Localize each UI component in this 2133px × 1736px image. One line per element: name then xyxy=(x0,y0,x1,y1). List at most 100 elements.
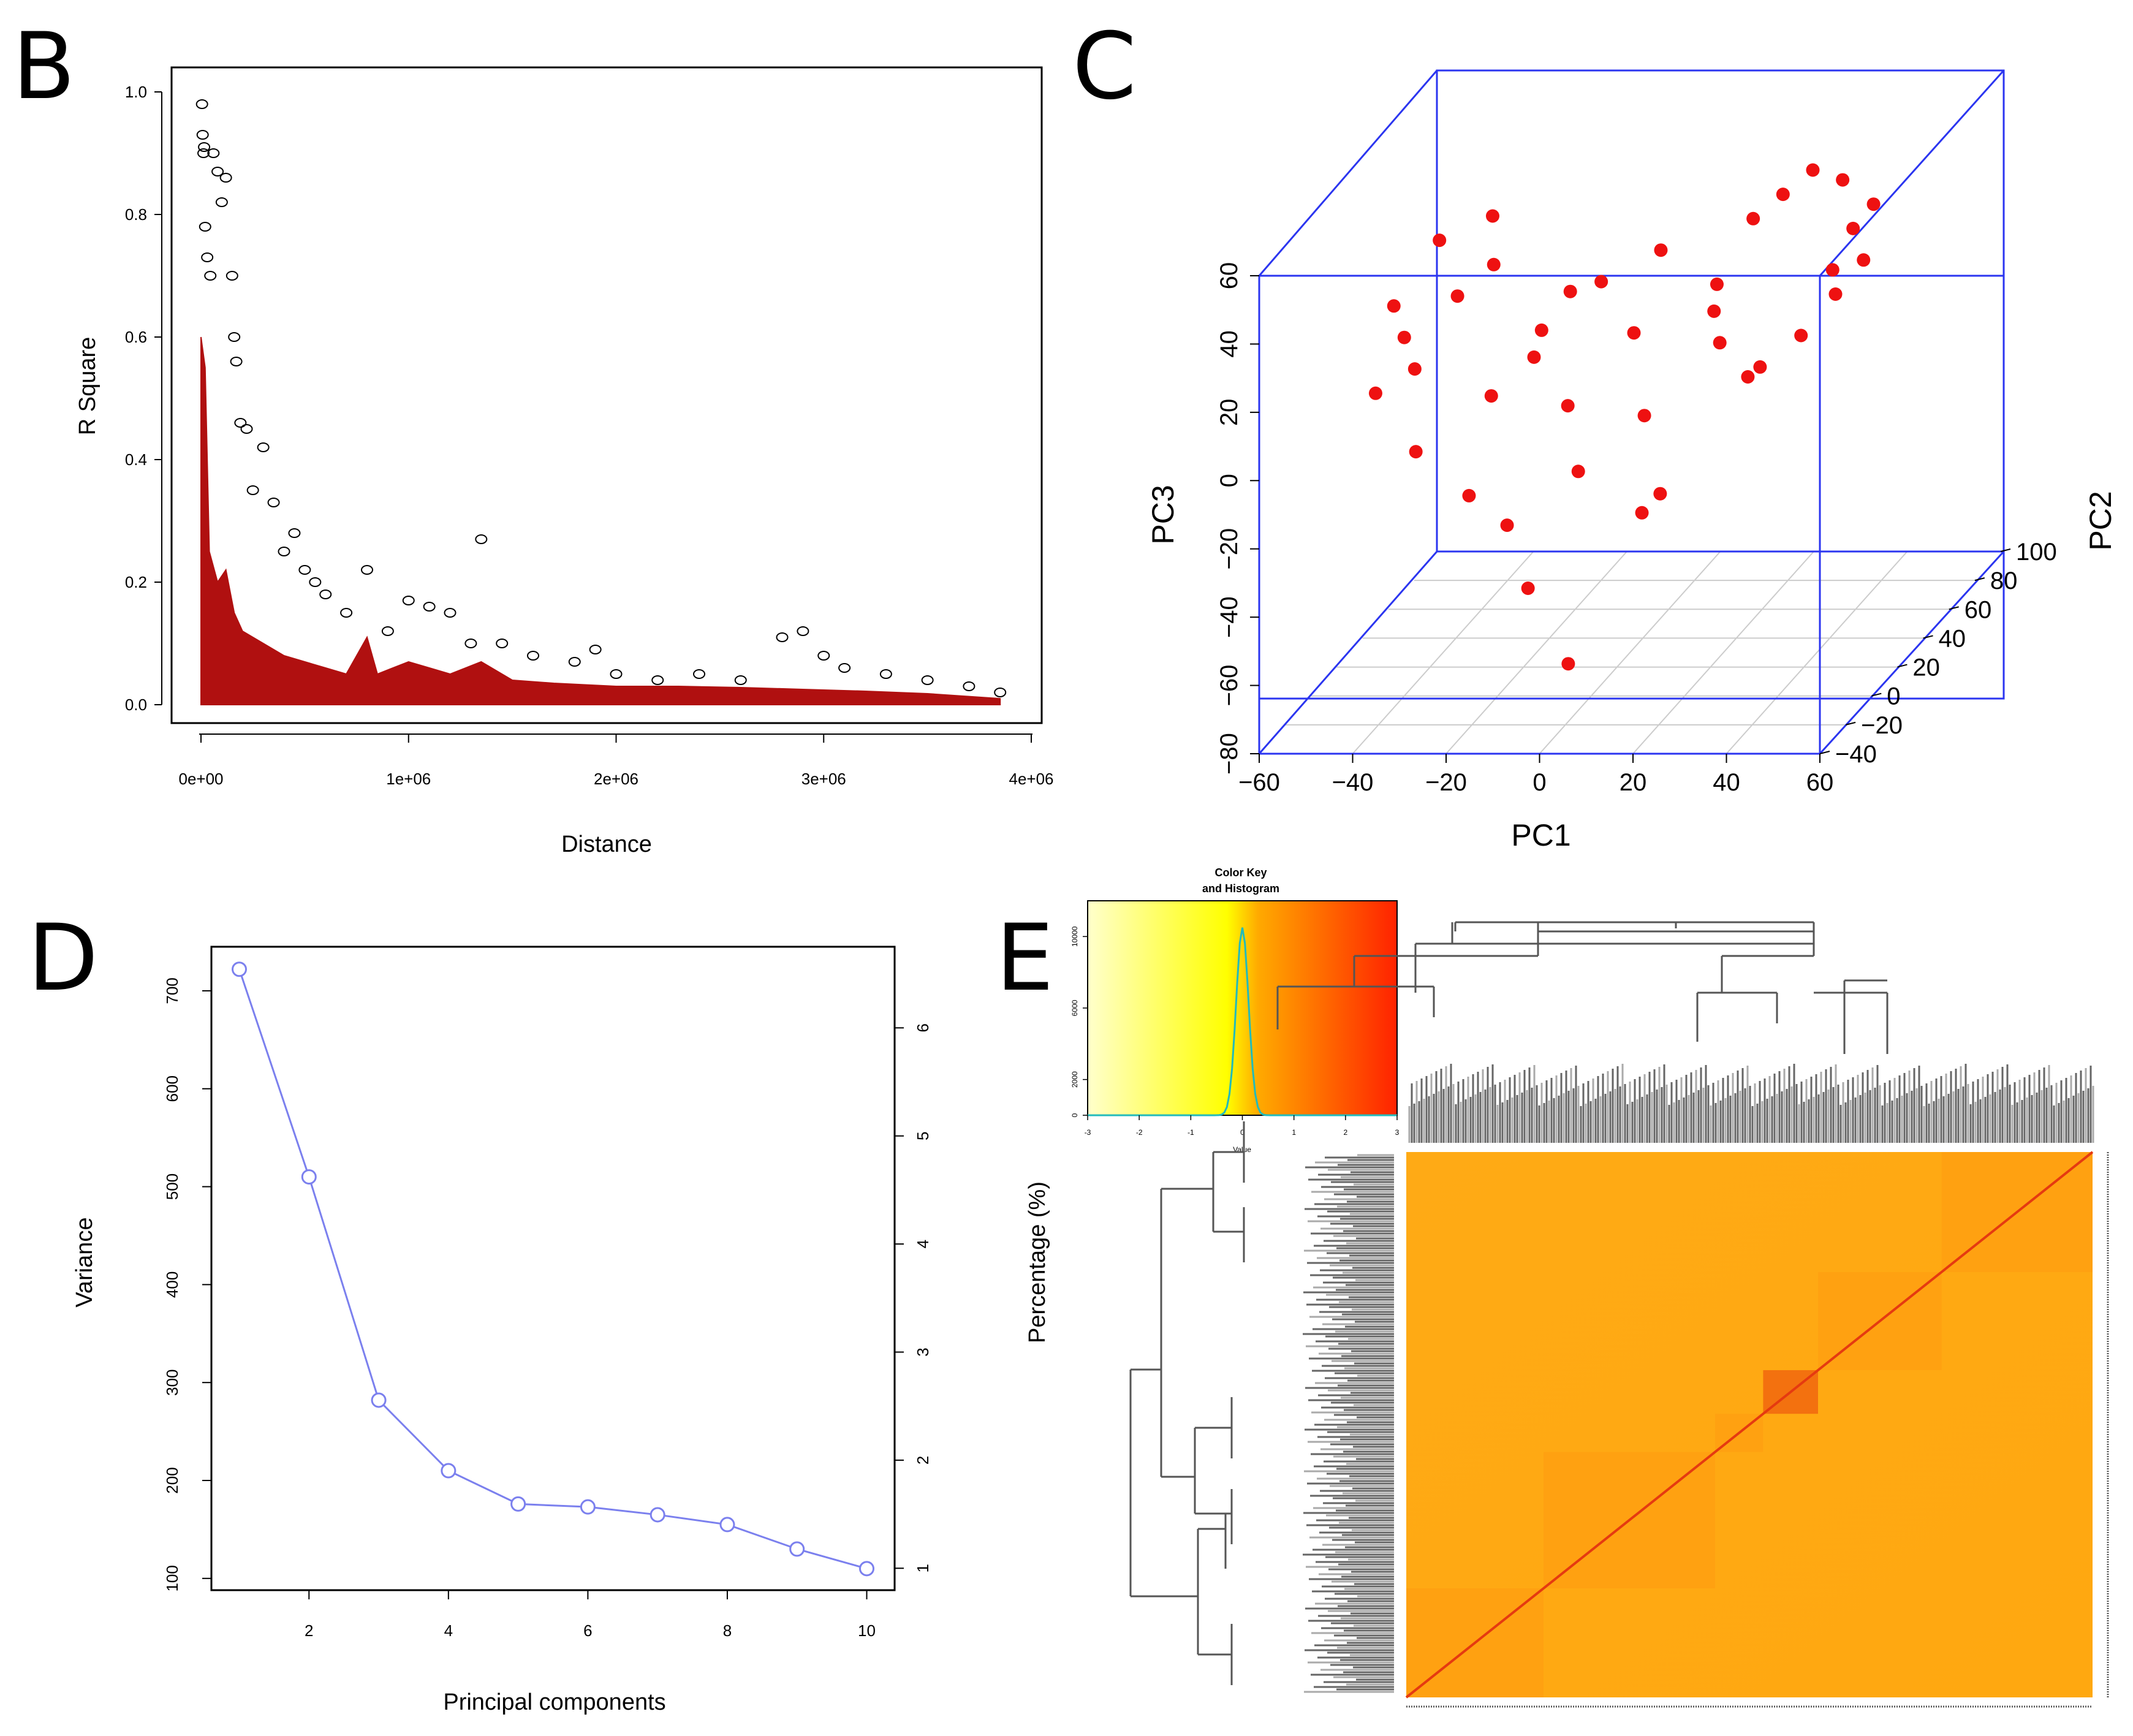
pc-point xyxy=(1637,409,1651,423)
pc-point xyxy=(1534,323,1548,337)
pc-point xyxy=(1741,370,1755,384)
x-tick-label: 20 xyxy=(1620,769,1647,796)
variance-points xyxy=(232,961,874,1577)
pc-point xyxy=(1753,360,1767,374)
pc-point xyxy=(1836,173,1850,187)
r-square-point xyxy=(225,271,238,281)
r-square-point xyxy=(693,669,705,679)
pc-point xyxy=(1713,336,1727,350)
scatter-points-b xyxy=(195,99,1007,697)
r-square-point xyxy=(994,688,1007,697)
panel-letter-c: C xyxy=(1072,13,1137,120)
y-tick-label: 0 xyxy=(1887,683,1900,710)
pc-point xyxy=(1561,657,1575,671)
r-square-point xyxy=(444,608,457,618)
r-square-point xyxy=(204,271,217,281)
z-tick-label: −80 xyxy=(1216,733,1243,775)
x-tick-label: 6 xyxy=(583,1621,592,1640)
y-ticks-b: 0.0 0.2 0.4 0.6 0.8 1.0 xyxy=(125,83,162,714)
pc-point xyxy=(1561,399,1575,413)
r-square-point xyxy=(309,577,322,587)
x-tick-label: 0 xyxy=(1533,769,1546,796)
color-key-x-ticks: -3 -2 -1 0 1 2 3 xyxy=(1085,1115,1400,1137)
r-square-point xyxy=(568,657,581,667)
y-axis-label-b: R Square xyxy=(75,337,100,436)
r-square-point xyxy=(464,639,477,648)
r-square-point xyxy=(197,148,210,158)
variance-point xyxy=(858,1561,874,1577)
y-tick-label: 0.0 xyxy=(125,696,147,714)
pc-point xyxy=(1485,209,1499,223)
r-square-point xyxy=(734,675,747,685)
r-square-point xyxy=(381,626,394,636)
y-tick-label: 500 xyxy=(163,1173,181,1200)
variance-point xyxy=(301,1169,317,1185)
panel-letter-b: B xyxy=(12,13,75,120)
z-tick-label: −60 xyxy=(1216,665,1243,707)
scatter-points-c xyxy=(1368,163,1881,671)
panel-e: E Color Key and Histogram -3 -2 -1 0 1 2 3 0 20… xyxy=(996,866,2109,1708)
y-tick-label: 80 xyxy=(1990,567,2018,594)
pc-point xyxy=(1776,188,1790,202)
y2-tick-label: 6 xyxy=(914,1023,932,1032)
r-square-point xyxy=(475,534,488,544)
z-ticks-c: −80 −60 −40 −20 0 20 40 60 xyxy=(1216,262,1259,775)
pc-point xyxy=(1409,445,1423,459)
x-tick-label: −60 xyxy=(1238,769,1280,796)
y-tick-label: 400 xyxy=(163,1272,181,1298)
color-key-title: Color Key xyxy=(1214,866,1267,879)
pc-point xyxy=(1846,221,1860,235)
pc-point xyxy=(1571,464,1585,479)
y-tick-label: 200 xyxy=(163,1467,181,1493)
floor-grid-line xyxy=(1352,551,1534,754)
z-tick-label: 0 xyxy=(1216,474,1243,487)
top-dendrogram xyxy=(1276,921,1889,1054)
variance-point xyxy=(441,1463,457,1479)
y-tick-label: 0.8 xyxy=(125,205,147,224)
x-axis-label-b: Distance xyxy=(561,832,652,857)
z-tick-label: −40 xyxy=(1216,596,1243,638)
pc-point xyxy=(1407,362,1422,376)
pc-point xyxy=(1654,243,1668,257)
y2-ticks-d: 1 2 3 4 5 6 xyxy=(895,1023,932,1572)
r-square-point xyxy=(278,547,290,556)
key-y-tick-label: 6000 xyxy=(1070,999,1079,1016)
r-square-point xyxy=(234,418,247,428)
panel-letter-e: E xyxy=(996,905,1054,1012)
pc-point xyxy=(1857,253,1871,267)
z-axis-label-c: PC3 xyxy=(1146,485,1180,544)
plot-frame-d xyxy=(210,946,896,1591)
r-square-point xyxy=(199,222,211,232)
r-square-point xyxy=(527,651,539,661)
x-tick-label: 1e+06 xyxy=(386,770,431,788)
left-dendrogram xyxy=(1129,1121,1245,1685)
pc-point xyxy=(1450,289,1464,303)
z-tick-label: −20 xyxy=(1216,528,1243,570)
y-tick-label: 60 xyxy=(1964,596,1992,623)
x-tick-label: 8 xyxy=(723,1621,732,1640)
r-square-point xyxy=(963,681,976,691)
y-tick-label: 100 xyxy=(163,1565,181,1591)
r-square-point xyxy=(298,565,311,575)
y2-tick-label: 4 xyxy=(914,1240,932,1248)
r-square-point xyxy=(610,669,623,679)
x-ticks-b: 0e+00 1e+06 2e+06 3e+06 4e+06 xyxy=(178,734,1054,788)
y-tick-mark xyxy=(2000,548,2011,552)
floor-grid-line xyxy=(1726,551,1908,754)
r-square-point xyxy=(228,332,241,342)
y2-tick-label: 5 xyxy=(914,1132,932,1140)
pc-point xyxy=(1462,488,1476,502)
y-tick-label: 0.6 xyxy=(125,328,147,346)
panel-d: D 100 200 300 400 500 600 700 1 2 3 4 5 6 2 4 6 8 10 Pr… xyxy=(28,905,1050,1715)
y2-axis-label-d: Percentage (%) xyxy=(1025,1181,1050,1343)
y-tick-mark xyxy=(1819,751,1830,754)
top-dendrogram-leaves xyxy=(1408,1064,2094,1143)
variance-point xyxy=(232,961,248,977)
r-square-point xyxy=(589,645,602,654)
x-ticks-d: 2 4 6 8 10 xyxy=(305,1590,876,1640)
key-x-tick-label: -2 xyxy=(1136,1128,1143,1137)
y2-tick-label: 3 xyxy=(914,1347,932,1356)
pc-point xyxy=(1828,287,1843,301)
key-y-tick-label: 0 xyxy=(1070,1113,1079,1117)
